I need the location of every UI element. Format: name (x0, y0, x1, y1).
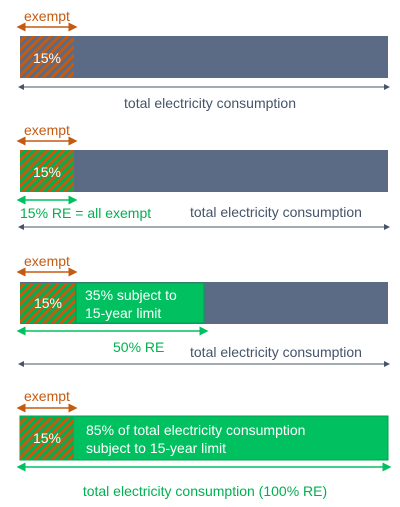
subject-segment (75, 282, 205, 324)
scenario-3: exempt 15% 35% subject to 15-year limit … (16, 253, 390, 367)
subject-label-line2: 15-year limit (85, 305, 161, 321)
re-label: 15% RE = all exempt (20, 205, 151, 221)
exempt-label: exempt (24, 388, 70, 404)
exempt-label: exempt (24, 8, 70, 24)
total-consumption-label: total electricity consumption (124, 95, 296, 111)
exempt-segment (20, 36, 74, 78)
exempt-percent: 15% (33, 430, 61, 446)
subject-segment (19, 415, 389, 461)
exempt-re-segment (20, 417, 74, 459)
subject-label-line1: 35% subject to (85, 287, 177, 303)
total-consumption-label: total electricity consumption (100% RE) (83, 483, 327, 499)
re-label: 50% RE (113, 339, 164, 355)
subject-label-line2: subject to 15-year limit (86, 440, 226, 456)
total-consumption-label: total electricity consumption (190, 204, 362, 220)
exempt-percent: 15% (33, 50, 61, 66)
total-bar (20, 36, 388, 78)
exempt-label: exempt (24, 253, 70, 269)
exempt-re-segment (20, 150, 74, 192)
exempt-percent: 15% (34, 295, 62, 311)
scenario-4: exempt 15% 85% of total electricity cons… (16, 388, 392, 499)
exempt-percent: 15% (33, 164, 61, 180)
total-consumption-label: total electricity consumption (190, 344, 362, 360)
scenario-2: exempt 15% 15% RE = all exempt total ele… (16, 122, 390, 230)
exempt-re-segment (20, 283, 75, 323)
subject-label-line1: 85% of total electricity consumption (86, 422, 305, 438)
exempt-label: exempt (24, 122, 70, 138)
total-bar (20, 150, 388, 192)
scenario-1: exempt 15% total electricity consumption (16, 8, 390, 111)
